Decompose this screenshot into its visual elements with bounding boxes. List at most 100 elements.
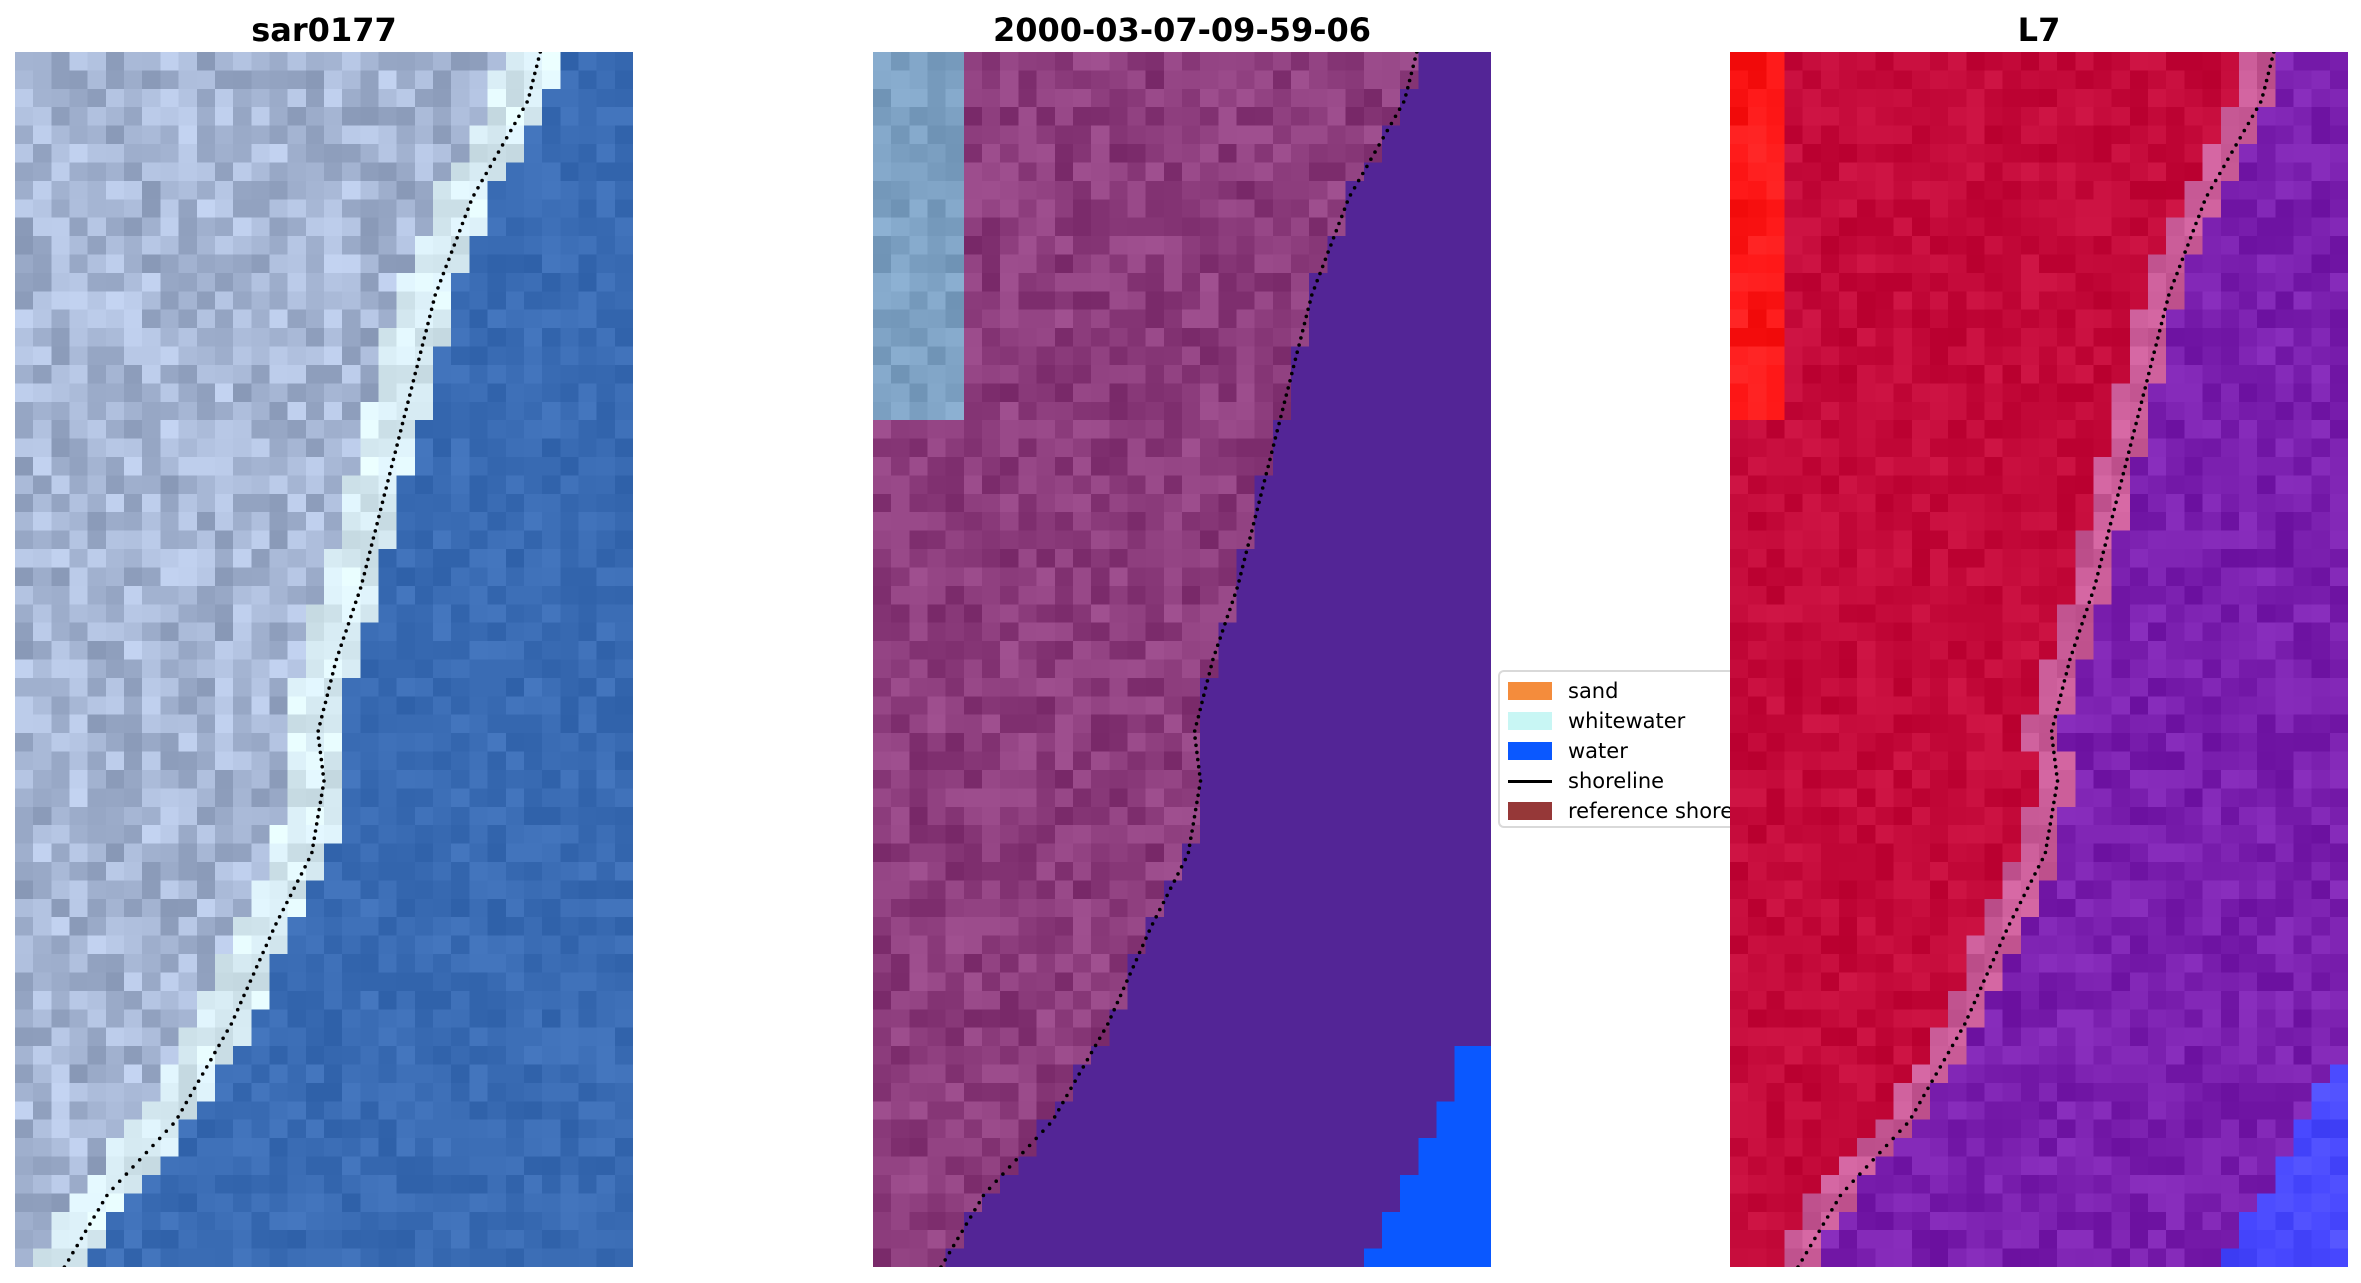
shoreline-point: [1194, 743, 1198, 748]
shoreline-point: [1978, 986, 1983, 991]
shoreline-point: [1192, 729, 1197, 733]
shoreline-point: [1348, 193, 1353, 197]
shoreline-point: [460, 221, 465, 226]
shoreline-point: [378, 507, 383, 512]
shoreline-point: [2072, 643, 2077, 647]
shoreline-point: [1397, 107, 1402, 111]
shoreline-point: [1147, 929, 1151, 933]
shoreline-point: [531, 78, 535, 83]
shoreline-point: [1277, 421, 1281, 426]
shoreline-point: [1991, 957, 1996, 962]
shoreline-point: [517, 114, 521, 119]
shoreline-point: [402, 414, 407, 419]
shoreline-point: [1255, 507, 1260, 512]
shoreline-point: [2205, 193, 2210, 197]
shoreline-point: [1041, 1129, 1045, 1133]
shoreline-point: [1409, 71, 1414, 76]
shoreline-point: [2108, 521, 2113, 526]
shoreline-point: [1197, 786, 1202, 790]
shoreline-point: [397, 436, 401, 440]
shoreline-point: [1205, 679, 1210, 683]
shoreline-point: [1240, 564, 1245, 569]
shoreline-point: [463, 214, 468, 219]
shoreline-point: [221, 1036, 225, 1041]
shoreline-point: [200, 1072, 205, 1076]
shoreline-point: [1884, 1143, 1889, 1148]
shoreline-point: [364, 564, 369, 569]
shoreline-point: [1085, 1057, 1090, 1062]
shoreline-point: [205, 1065, 209, 1069]
shoreline-point: [1239, 571, 1243, 576]
shoreline-point: [1326, 250, 1330, 254]
shoreline-point: [1377, 143, 1381, 147]
shoreline-point: [1196, 757, 1200, 762]
shoreline-point: [1034, 1136, 1038, 1141]
shoreline-point: [1342, 207, 1347, 211]
shoreline-point: [1306, 307, 1310, 312]
legend-item-sand: sand: [1508, 676, 1618, 706]
shoreline-point: [184, 1100, 189, 1105]
shoreline-point: [428, 314, 432, 319]
shoreline-point: [2180, 257, 2185, 262]
shoreline-point: [83, 1229, 88, 1234]
shoreline-point: [1909, 1115, 1914, 1119]
shoreline-point: [2112, 507, 2117, 512]
shoreline-point: [1198, 707, 1202, 712]
shoreline-point: [1934, 1072, 1938, 1076]
shoreline-point: [1125, 979, 1129, 983]
shoreline-point: [1195, 800, 1199, 805]
shoreline-point: [1270, 450, 1274, 455]
shoreline-point: [1154, 915, 1158, 919]
shoreline-point: [2057, 700, 2061, 705]
shoreline-point: [2127, 450, 2131, 455]
whitewater-swatch: [1508, 712, 1552, 730]
shoreline-point: [1356, 178, 1361, 183]
shoreline-point: [1109, 1015, 1113, 1019]
shoreline-point: [369, 543, 374, 547]
shoreline-point: [476, 186, 480, 190]
shoreline-point: [319, 793, 324, 798]
shoreline-point: [329, 679, 333, 683]
shoreline-point: [1381, 136, 1385, 140]
shoreline-point: [1260, 486, 1265, 490]
shoreline-point: [2029, 879, 2034, 883]
shoreline-point: [1235, 586, 1239, 590]
shoreline-point: [1218, 636, 1222, 640]
shoreline-point: [509, 128, 513, 133]
shoreline-point: [349, 614, 353, 619]
shoreline-point: [438, 278, 443, 283]
shoreline-overlay: [62, 52, 543, 1267]
shoreline-point: [1047, 1122, 1052, 1126]
shoreline-point: [314, 822, 319, 826]
shoreline-point: [2055, 779, 2060, 783]
shoreline-point: [229, 1022, 234, 1026]
shoreline-point: [1275, 429, 1279, 433]
shoreline-point: [1187, 843, 1192, 848]
shoreline-point: [2036, 865, 2041, 869]
shoreline-point: [1220, 629, 1225, 633]
shoreline-point: [1014, 1158, 1018, 1162]
shoreline-point: [1193, 807, 1198, 812]
shoreline-point: [2048, 822, 2053, 826]
shoreline-point: [62, 1265, 67, 1267]
shoreline-point: [323, 700, 328, 705]
shoreline-point: [2159, 321, 2164, 326]
shoreline-point: [1192, 814, 1197, 819]
shoreline-point: [2077, 629, 2082, 633]
shoreline-point: [436, 286, 440, 290]
shoreline-point: [429, 307, 434, 312]
shoreline-point: [533, 71, 537, 76]
shoreline-point: [1144, 936, 1148, 940]
shoreline-point: [1959, 1029, 1963, 1033]
shoreline-point: [1211, 657, 1215, 662]
shoreline-point: [1407, 78, 1412, 83]
shoreline-point: [1112, 1007, 1116, 1012]
shoreline-point: [1213, 650, 1218, 655]
shoreline-point: [1318, 271, 1322, 276]
shoreline-point: [1121, 986, 1126, 991]
shoreline-point: [373, 529, 378, 533]
shoreline-point: [248, 979, 253, 983]
shoreline-point: [2163, 307, 2167, 312]
shoreline-point: [1994, 950, 1999, 955]
shoreline-point: [1393, 114, 1398, 119]
